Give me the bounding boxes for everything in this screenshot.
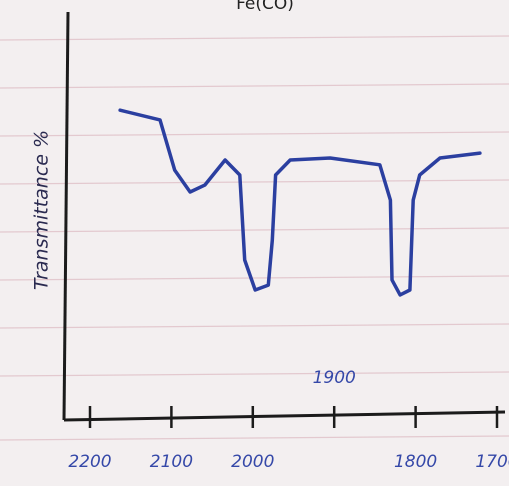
chart: Fe(CO) Transmittance % 2200 2100 2000 1900 1… [0,0,509,486]
x-tick-label: 2100 [150,452,193,472]
page: Fe(CO) Transmittance % 2200 2100 2000 1900 1… [0,0,509,486]
x-tick-label: 1900 [313,368,356,388]
x-tick-label: 1700 [475,452,509,472]
x-tick-label: 2000 [231,452,274,472]
x-tick-label: 1800 [394,452,437,472]
paper-lines [0,36,509,440]
chart-title: Fe(CO) [236,0,294,14]
x-axis [64,412,505,420]
x-tick-label: 2200 [68,452,111,472]
y-axis [64,12,68,420]
spectrum-line [120,110,480,295]
y-axis-label: Transmittance % [31,130,53,290]
